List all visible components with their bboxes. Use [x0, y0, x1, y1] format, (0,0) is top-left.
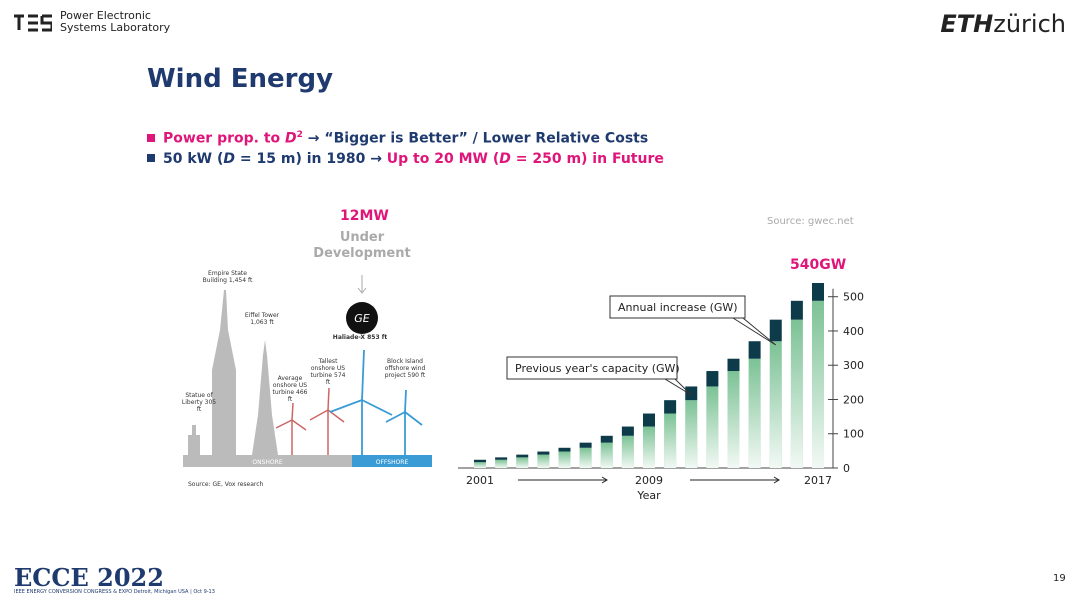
bullet-text: = 15 m) in 1980 →: [235, 151, 387, 167]
callout-box: [609, 295, 746, 319]
bar-segment: [769, 319, 782, 342]
chart-source: Source: gwec.net: [767, 216, 854, 227]
bar-segment: [495, 457, 508, 460]
bar-segment: [685, 386, 698, 401]
ill-label: Statue of Liberty 305 ft: [181, 392, 217, 413]
bar-segment: [790, 300, 803, 320]
event-detail: IEEE ENERGY CONVERSION CONGRESS & EXPO D…: [14, 589, 215, 595]
x-tick-label: 2017: [804, 474, 832, 487]
annotation: 540GW: [790, 257, 846, 273]
page-number: 19: [1053, 573, 1066, 584]
bar-segment: [706, 371, 719, 387]
ill-label: Eiffel Tower 1,063 ft: [244, 312, 280, 326]
bullet-text: Power prop. to: [163, 130, 286, 147]
x-tick-label: 2009: [635, 474, 663, 487]
ill-label: Haliade-X 853 ft: [332, 334, 388, 341]
eth-logo: ETHzürich: [940, 10, 1066, 38]
bar-fade: [790, 319, 803, 468]
bar-fade: [537, 454, 550, 468]
svg-text:GE: GE: [354, 312, 370, 325]
lab-name: Power Electronic Systems Laboratory: [60, 9, 171, 34]
y-tick-label: 0: [843, 462, 850, 475]
bar-fade: [685, 400, 698, 468]
bar-fade: [643, 426, 655, 468]
callout-pointer: [732, 317, 777, 346]
bar-fade: [706, 386, 719, 468]
bar-segment: [727, 358, 740, 372]
arrows: [518, 476, 780, 484]
bar-fade: [664, 413, 677, 468]
y-tick-label: 400: [843, 325, 864, 338]
callout-box: [506, 356, 678, 380]
pes-logo: [14, 14, 52, 32]
bar-fade: [600, 442, 613, 468]
bar-segment: [579, 442, 592, 448]
ill-label: Empire State Building 1,454 ft: [202, 270, 253, 284]
bar-fade: [727, 371, 740, 468]
bar-segment: [558, 447, 571, 452]
bullet-text: D: [285, 130, 297, 147]
ill-label: ONSHORE: [252, 459, 283, 466]
eth-logo-bold: ETH: [940, 10, 994, 38]
ill-label: OFFSHORE: [375, 459, 409, 466]
status: Under Development: [313, 230, 411, 261]
x-axis-label: Year: [636, 489, 661, 502]
bar-fade: [474, 462, 486, 468]
bullet-text: D: [223, 151, 236, 167]
callout-text: Previous year's capacity (GW): [515, 362, 680, 375]
headline: 12MW: [340, 208, 389, 224]
event-logo: ECCE 2022: [14, 563, 164, 592]
bar-segment: [474, 459, 486, 463]
bar-segment: [516, 454, 529, 458]
bullet: 50 kW (D = 15 m) in 1980 → Up to 20 MW (…: [147, 151, 664, 167]
bar-fade: [769, 341, 782, 468]
callout-pointer: [664, 378, 692, 396]
bar-segment: [643, 413, 655, 427]
bar-segment: [748, 341, 761, 359]
ill-source: Source: GE, Vox research: [188, 481, 264, 488]
y-tick-label: 500: [843, 291, 864, 304]
callout-text: Annual increase (GW): [618, 301, 738, 314]
y-tick-label: 200: [843, 393, 864, 406]
slide-title: Wind Energy: [147, 64, 334, 94]
y-tick-label: 300: [843, 359, 864, 372]
eth-logo-rest: zürich: [993, 10, 1066, 38]
bullet-text: D: [499, 151, 511, 167]
ill-label: Average onshore US turbine 466 ft: [272, 375, 308, 403]
ill-label: Tallest onshore US turbine 574 ft: [310, 358, 346, 386]
bar-fade: [495, 459, 508, 468]
bar-fade: [621, 435, 634, 468]
bullet-text: = 250 m) in Future: [510, 151, 664, 167]
bullet-text: → “Bigger is Better” / Lower Relative Co…: [302, 130, 649, 147]
bar-fade: [516, 457, 529, 468]
bar-fade: [812, 300, 824, 468]
bullet: Power prop. to D2 → “Bigger is Better” /…: [147, 130, 648, 147]
bar-segment: [537, 451, 550, 455]
bar-segment: [812, 283, 824, 301]
bullet-text: Up to 20 MW (: [386, 151, 500, 167]
bar-fade: [579, 447, 592, 468]
y-tick-label: 100: [843, 428, 864, 441]
x-tick-label: 2001: [466, 474, 494, 487]
bar-segment: [600, 435, 613, 443]
illustration: GE: [183, 275, 432, 467]
bar-segment: [664, 400, 677, 414]
bar-fade: [748, 358, 761, 468]
bar-segment: [621, 426, 634, 436]
bullet-text: 50 kW (: [163, 151, 224, 167]
ill-label: Block Island offshore wind project 590 f…: [384, 358, 426, 379]
bar-fade: [558, 451, 571, 468]
bullet-text: 2: [296, 130, 303, 140]
